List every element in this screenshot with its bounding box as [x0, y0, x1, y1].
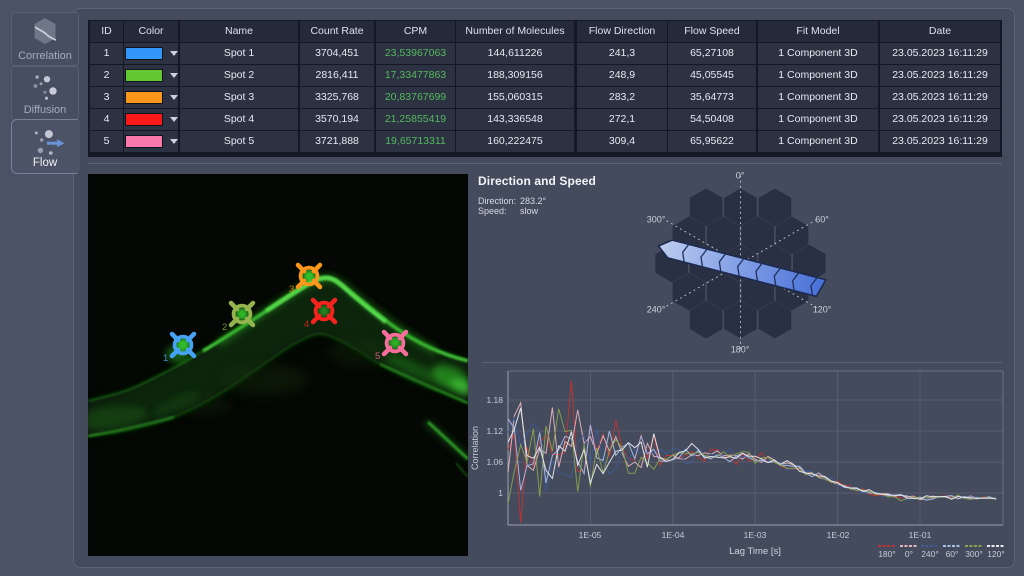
svg-text:120°: 120° [987, 549, 1005, 559]
svg-text:1.12: 1.12 [486, 426, 503, 436]
svg-text:Lag Time [s]: Lag Time [s] [729, 546, 781, 557]
svg-text:1: 1 [163, 353, 168, 364]
svg-text:1E-05: 1E-05 [579, 530, 602, 540]
svg-text:1E-01: 1E-01 [909, 530, 932, 540]
svg-text:180°: 180° [731, 344, 750, 354]
svg-text:2: 2 [222, 322, 227, 333]
svg-text:180°: 180° [878, 549, 896, 559]
svg-text:1.18: 1.18 [486, 395, 503, 405]
svg-text:0°: 0° [736, 170, 745, 180]
svg-text:60°: 60° [946, 549, 959, 559]
svg-text:3: 3 [289, 284, 294, 295]
svg-text:300°: 300° [965, 549, 983, 559]
svg-text:1E-04: 1E-04 [662, 530, 685, 540]
svg-text:300°: 300° [647, 214, 666, 224]
svg-text:240°: 240° [647, 304, 666, 314]
svg-text:60°: 60° [815, 214, 829, 224]
svg-text:Correlation: Correlation [470, 426, 480, 470]
svg-text:1.06: 1.06 [486, 457, 503, 467]
svg-text:1E-03: 1E-03 [744, 530, 767, 540]
svg-text:1: 1 [498, 488, 503, 498]
svg-text:0°: 0° [905, 549, 913, 559]
svg-text:4: 4 [304, 319, 309, 330]
svg-text:120°: 120° [813, 304, 832, 314]
svg-text:1E-02: 1E-02 [827, 530, 850, 540]
svg-text:240°: 240° [921, 549, 939, 559]
svg-text:5: 5 [375, 351, 380, 362]
